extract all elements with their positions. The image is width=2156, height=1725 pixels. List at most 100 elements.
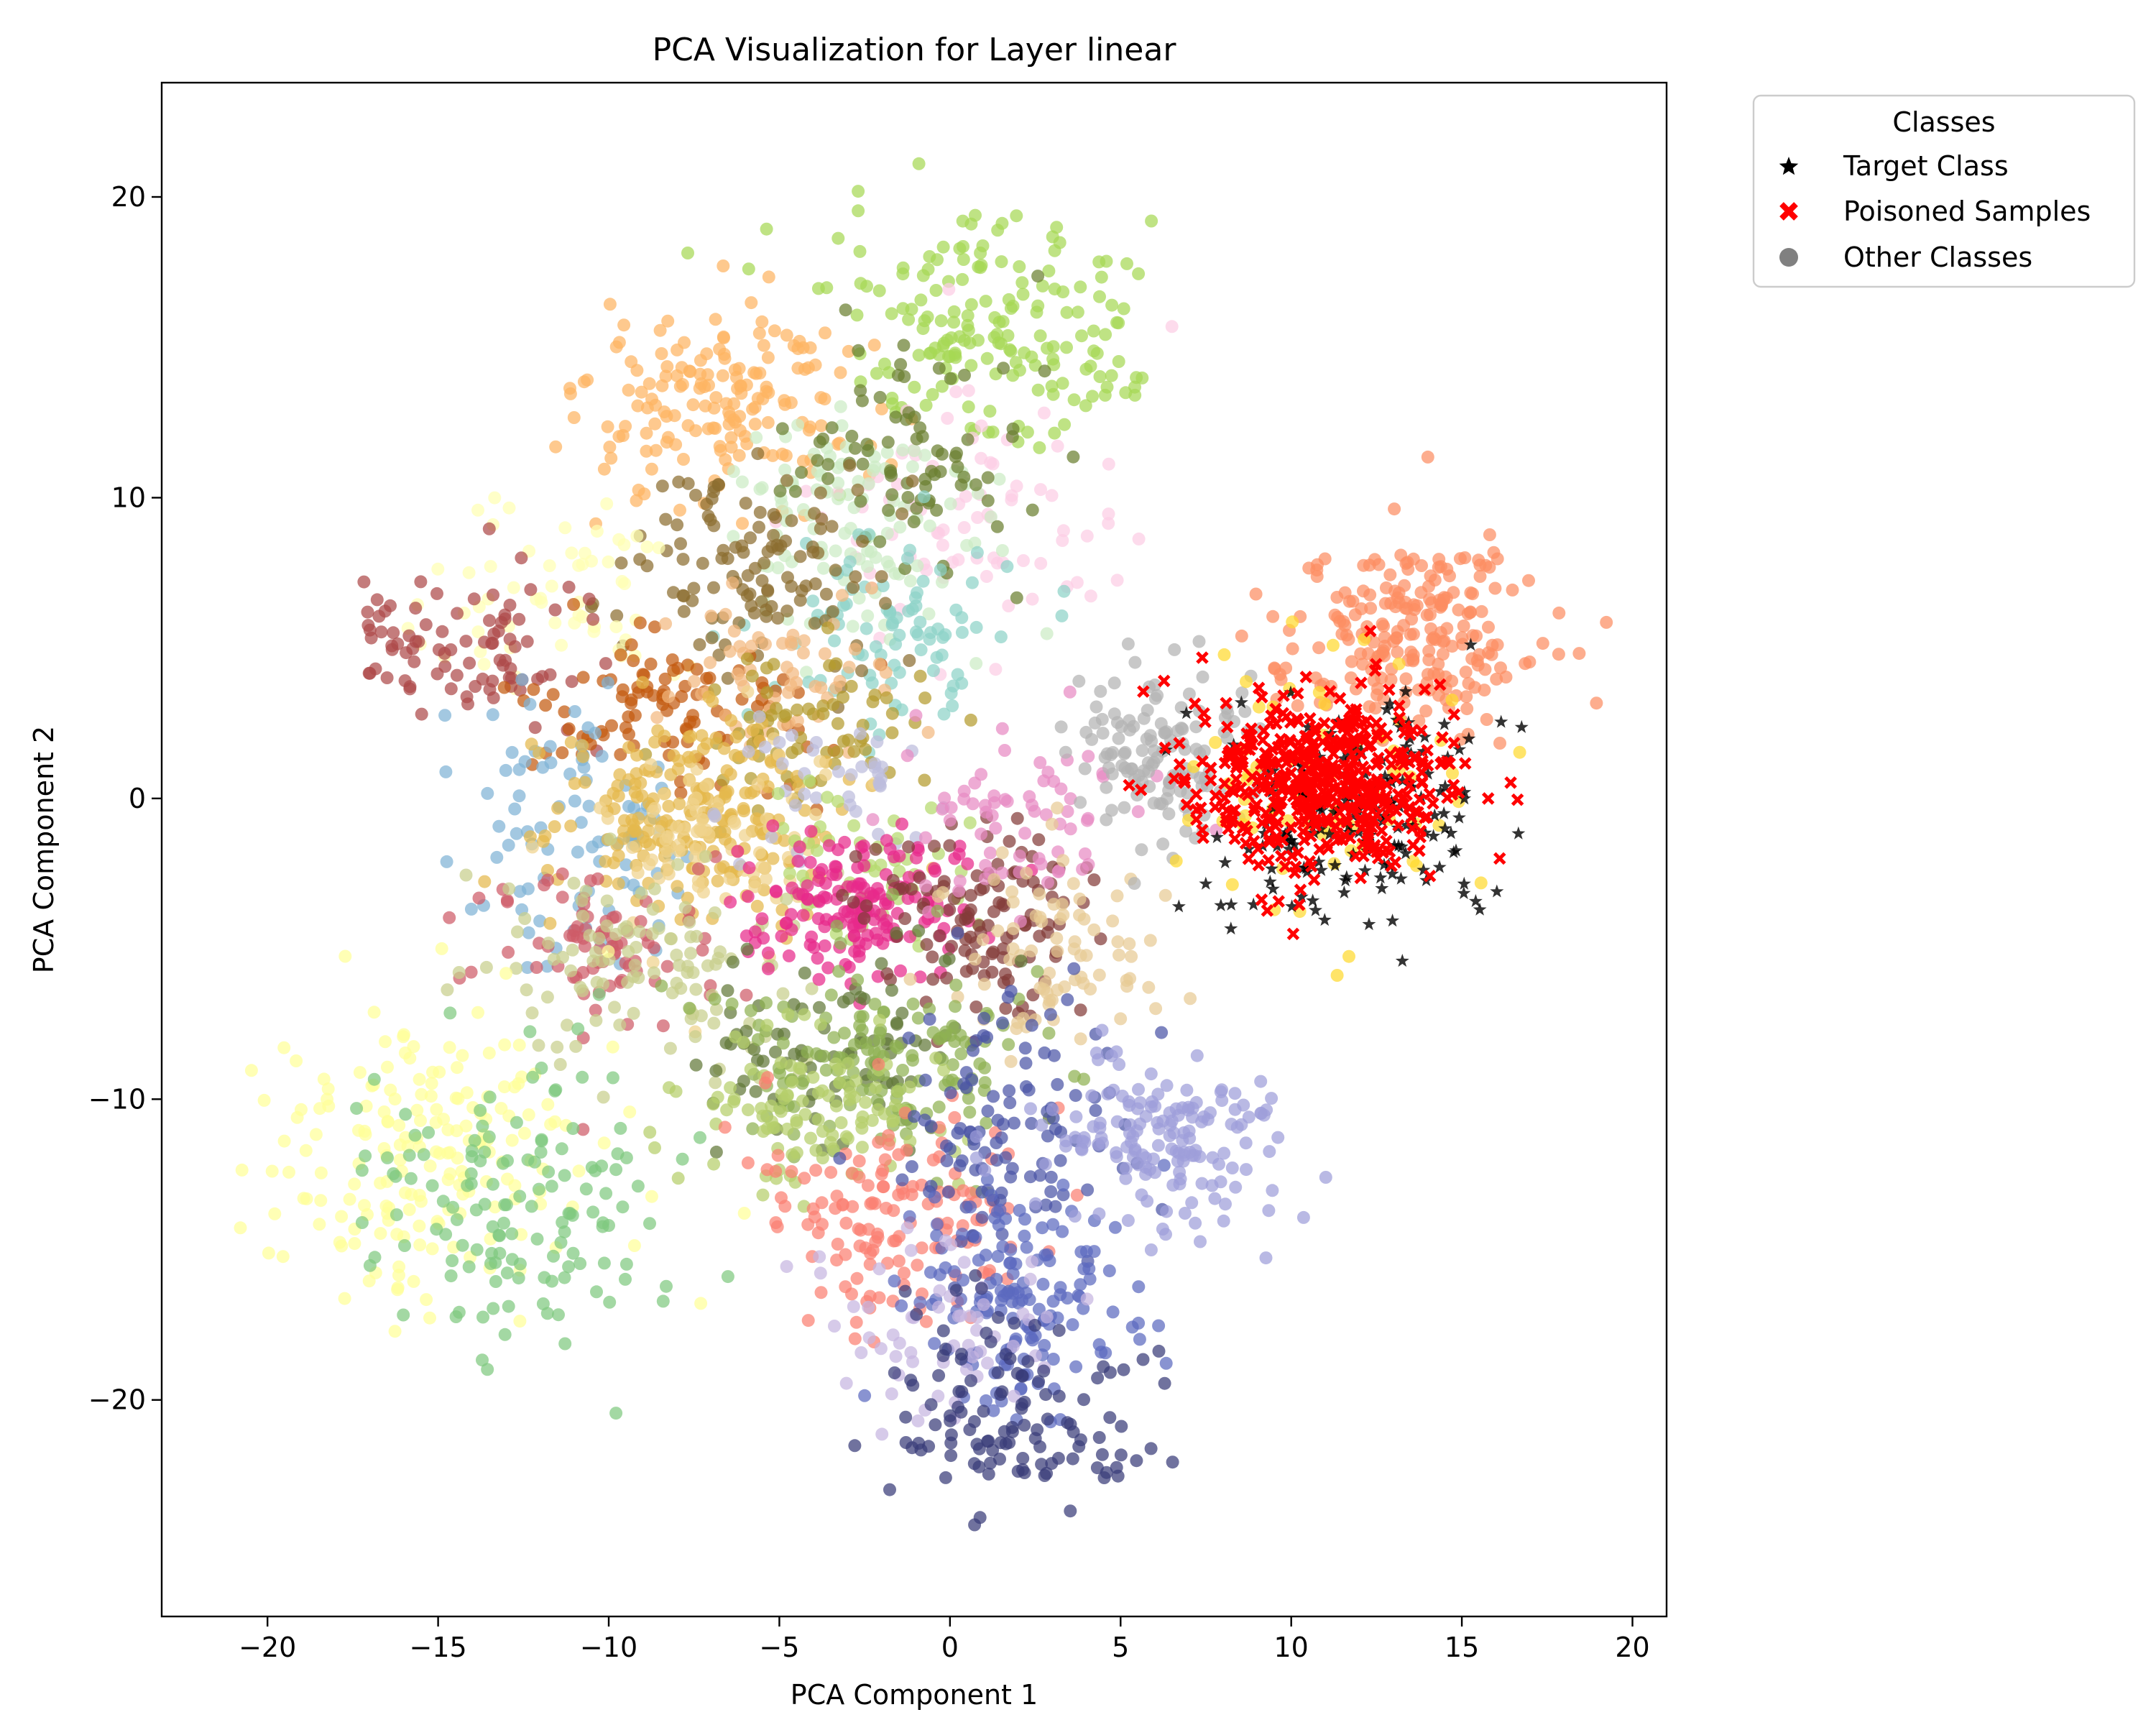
data-point <box>617 318 631 332</box>
data-point <box>847 819 861 832</box>
data-point <box>374 625 388 639</box>
data-point <box>922 1440 936 1453</box>
target-point <box>1457 886 1471 899</box>
data-point <box>867 339 881 352</box>
data-point <box>853 244 867 258</box>
data-point <box>387 626 400 640</box>
data-point <box>1215 1094 1229 1108</box>
poisoned-point <box>1277 689 1290 702</box>
data-point <box>1044 1185 1058 1198</box>
data-point <box>486 1177 499 1191</box>
poisoned-point <box>1380 834 1393 847</box>
data-point <box>755 574 769 587</box>
data-point <box>977 978 991 991</box>
data-point <box>976 933 990 947</box>
data-point <box>761 415 775 429</box>
data-point <box>953 874 967 888</box>
data-point <box>636 676 650 689</box>
data-point <box>673 503 686 517</box>
data-point <box>1107 1083 1120 1097</box>
data-point <box>464 965 478 979</box>
data-point <box>837 995 850 1008</box>
data-point <box>1371 682 1384 696</box>
data-point <box>578 776 591 789</box>
data-point <box>556 1215 569 1229</box>
data-point <box>1059 1139 1072 1153</box>
data-point <box>541 864 554 877</box>
data-point <box>855 760 869 773</box>
data-point <box>1036 279 1049 293</box>
cluster-8 <box>357 522 612 758</box>
data-point <box>780 892 793 906</box>
data-point <box>949 1284 963 1297</box>
poisoned-point <box>1292 714 1305 728</box>
data-point <box>757 556 771 570</box>
data-point <box>820 745 834 759</box>
data-point <box>1064 1504 1077 1518</box>
data-point <box>990 1136 1003 1149</box>
data-point <box>726 576 740 590</box>
data-point <box>814 391 828 405</box>
data-point <box>1078 1136 1092 1149</box>
data-point <box>934 314 948 328</box>
data-point <box>769 885 783 898</box>
data-point <box>973 1511 987 1524</box>
data-point <box>1167 1126 1181 1140</box>
data-point <box>404 1172 418 1185</box>
data-point <box>1491 638 1504 652</box>
data-point <box>678 822 691 835</box>
data-point <box>755 481 769 494</box>
data-point <box>627 823 641 837</box>
poisoned-point <box>1399 719 1412 733</box>
data-point <box>929 284 943 297</box>
data-point <box>1069 1089 1082 1103</box>
data-point <box>939 1342 952 1356</box>
data-point <box>672 475 686 489</box>
data-point <box>803 341 817 354</box>
data-point <box>612 849 625 862</box>
data-point <box>568 794 581 808</box>
data-point <box>742 1103 755 1117</box>
data-point <box>640 426 653 440</box>
data-point <box>740 942 754 956</box>
data-point <box>926 972 940 986</box>
data-point <box>567 411 581 424</box>
data-point <box>815 1196 829 1210</box>
data-point <box>694 367 707 381</box>
data-point <box>930 650 944 664</box>
data-point <box>924 1120 938 1133</box>
data-point <box>513 1257 527 1271</box>
poisoned-point <box>1364 782 1377 796</box>
data-point <box>813 1000 826 1014</box>
data-point <box>1342 594 1356 608</box>
data-point <box>1019 1057 1033 1070</box>
data-point <box>811 1226 825 1240</box>
data-point <box>1080 1292 1094 1306</box>
data-point <box>1055 609 1069 622</box>
data-point <box>1119 1172 1133 1185</box>
data-point <box>981 471 995 484</box>
data-point <box>1087 923 1101 937</box>
data-point <box>1330 969 1344 982</box>
data-point <box>708 993 722 1006</box>
data-point <box>579 1182 593 1196</box>
data-point <box>984 1456 997 1470</box>
data-point <box>1005 493 1018 507</box>
data-point <box>622 944 635 958</box>
data-point <box>887 1204 900 1218</box>
data-point <box>435 942 448 955</box>
poisoned-point <box>1331 833 1345 846</box>
data-point <box>691 862 705 875</box>
data-point <box>856 535 869 548</box>
data-point <box>1034 857 1048 871</box>
data-point <box>816 707 830 721</box>
target-point <box>1416 862 1431 876</box>
data-point <box>780 604 794 618</box>
data-point <box>662 799 676 813</box>
data-point <box>393 1138 407 1151</box>
data-point <box>1235 686 1249 699</box>
data-point <box>786 628 800 642</box>
poisoned-point <box>1421 810 1434 824</box>
data-point <box>1151 1138 1165 1152</box>
data-point <box>1219 1197 1232 1211</box>
